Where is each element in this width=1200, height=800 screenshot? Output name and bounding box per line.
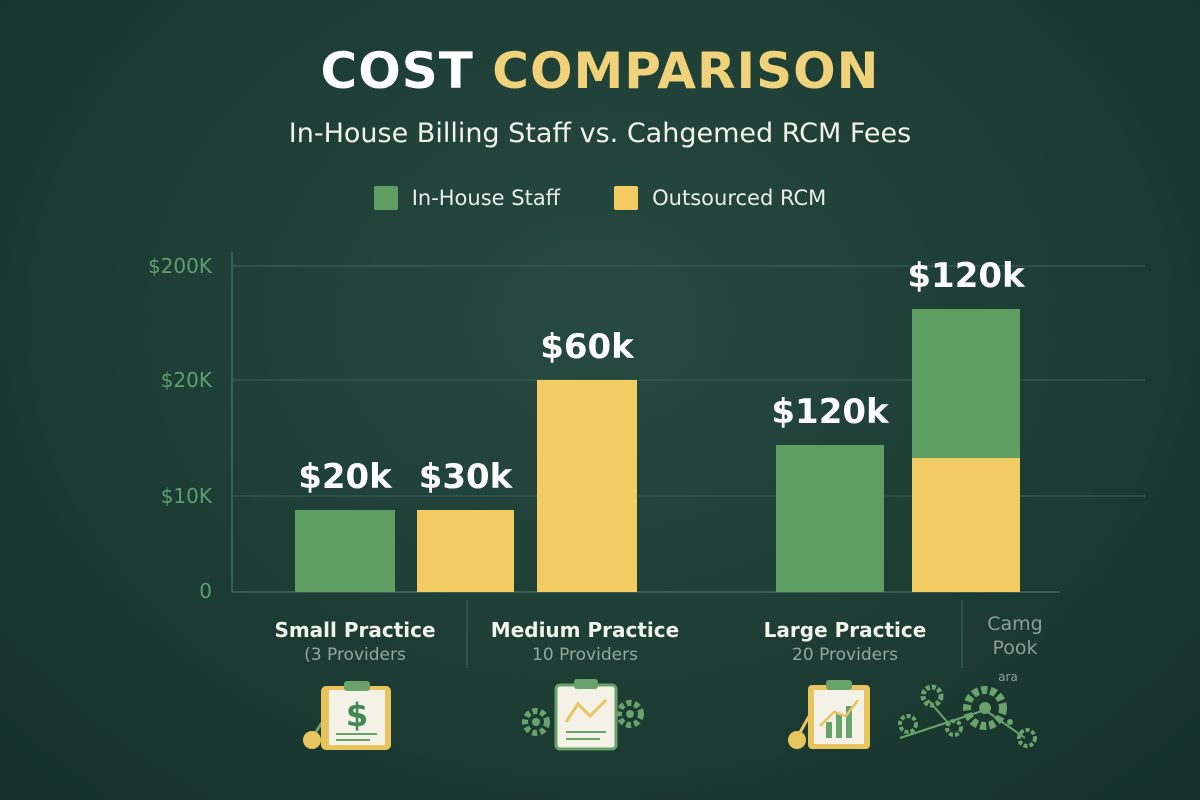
category-label-large: Large Practice: [764, 618, 927, 642]
legend-swatch-in-house: [373, 186, 398, 210]
chart-subtitle: In-House Billing Staff vs. Cahgemed RCM …: [288, 118, 912, 149]
category-sub-small: (3 Providers: [304, 645, 406, 665]
clipboard-dollar-icon: $: [303, 681, 391, 750]
data-label-3: $120k: [771, 392, 890, 432]
data-label-1: $30k: [419, 457, 514, 497]
y-tick-label: $10K: [161, 484, 213, 508]
ghost-label-line2: Pook: [992, 637, 1037, 659]
bar-segment-4-outsourced-rcm: [912, 458, 1020, 592]
ghost-label-line1: Camg: [987, 613, 1042, 635]
bar-3: [776, 445, 884, 592]
legend-label-outsourced: Outsourced RCM: [652, 186, 827, 210]
data-label-0: $20k: [298, 457, 393, 497]
category-label-medium: Medium Practice: [491, 618, 679, 642]
data-label-4: $120k: [907, 256, 1026, 296]
data-label-2: $60k: [540, 327, 635, 367]
legend: In-House Staff Outsourced RCM: [0, 186, 1200, 210]
legend-label-in-house: In-House Staff: [411, 186, 561, 210]
legend-item-outsourced: Outsourced RCM: [614, 186, 826, 210]
title-part-1: COST: [320, 42, 474, 100]
y-tick-label: $20K: [161, 368, 213, 392]
bar-segment-4-in-house-staff: [912, 309, 1020, 458]
category-sub-medium: 10 Providers: [532, 645, 638, 665]
title-part-2: COMPARISON: [492, 42, 880, 100]
bar-2: [537, 380, 637, 592]
y-tick-label: $200K: [148, 254, 213, 278]
ghost-label-line3: ara: [998, 670, 1018, 684]
y-tick-label: 0: [199, 579, 212, 603]
category-label-small: Small Practice: [274, 618, 435, 642]
category-sub-large: 20 Providers: [792, 645, 898, 665]
bars-layer: $20k $30k $60k $120k $120k: [295, 256, 1026, 592]
bar-1: [417, 510, 514, 592]
clipboard-gears-icon: [522, 679, 644, 751]
legend-swatch-outsourced: [614, 186, 639, 210]
legend-item-in-house: In-House Staff: [373, 186, 561, 210]
bar-0: [295, 510, 395, 592]
clipboard-growth-network-icon: [788, 680, 1037, 749]
chart-title: COST COMPARISON: [0, 42, 1200, 100]
svg-text:$: $: [346, 696, 368, 734]
